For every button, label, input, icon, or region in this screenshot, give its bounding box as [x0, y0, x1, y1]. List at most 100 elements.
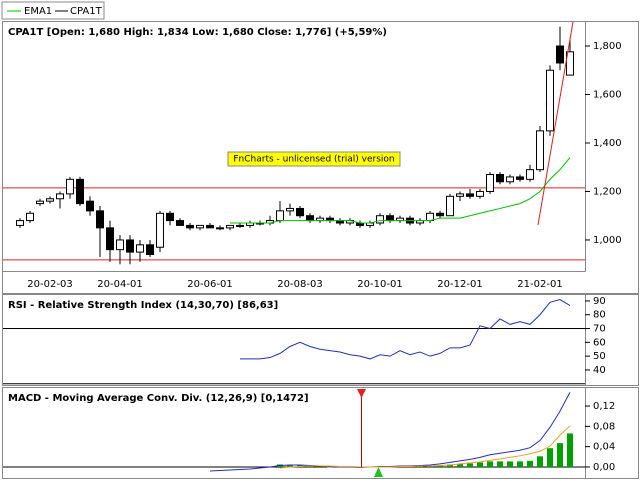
candle-body: [206, 224, 214, 229]
trend-line: [537, 21, 574, 226]
sell-marker: [357, 389, 366, 398]
candle-body: [306, 215, 314, 222]
histogram-bar: [437, 465, 443, 467]
watermark-box: [227, 151, 401, 167]
histogram-bar: [287, 464, 293, 467]
candle-body: [236, 224, 244, 227]
y-tick-label: 0,04: [593, 442, 615, 453]
histogram-bar: [567, 433, 573, 467]
marks: 1,000 1,200 1,400 1,600 1,800 CPA1T [Open: 1,…: [3, 26, 622, 473]
candle-body: [36, 200, 44, 205]
histogram-bar: [327, 466, 333, 468]
histogram-bar: [447, 464, 453, 467]
x-tick-label: 20-12-01: [437, 279, 482, 290]
x-tick-label: 20-04-01: [97, 279, 142, 290]
candle-body: [26, 212, 34, 222]
indicator-line: [279, 425, 571, 469]
indicator-line: [240, 299, 571, 360]
panel-title: MACD - Moving Average Conv. Div. (12,26,…: [8, 393, 309, 404]
panel-title: CPA1T [Open: 1,680 High: 1,834 Low: 1,68…: [8, 27, 387, 38]
x-tick-label: 20-02-03: [27, 279, 72, 290]
panel-frame: [2, 387, 639, 479]
candle-body: [546, 69, 554, 132]
y-tick-label: 60: [593, 337, 606, 348]
candle-body: [526, 169, 534, 180]
histogram-bar: [427, 465, 433, 467]
candle-body: [136, 244, 144, 253]
candle-body: [226, 224, 234, 229]
histogram-bar: [417, 466, 423, 467]
candle-body: [216, 227, 224, 230]
candle-body: [456, 193, 464, 197]
candle-body: [286, 207, 294, 212]
buy-marker: [374, 467, 383, 477]
candle-body: [76, 178, 84, 205]
panel-frame: [2, 21, 639, 294]
y-tick-label: 0,08: [593, 421, 615, 432]
candle-body: [156, 212, 164, 248]
candle-body: [276, 210, 284, 222]
histogram-bar: [477, 462, 483, 467]
candle-body: [506, 176, 514, 183]
histogram-bar: [457, 463, 463, 467]
y-tick-label: 1,000: [593, 235, 622, 246]
candle-body: [446, 195, 454, 217]
panel-title: RSI - Relative Strength Index (14,30,70)…: [8, 300, 278, 311]
histogram-bar: [497, 461, 503, 467]
candle-body: [96, 210, 104, 229]
candle-body: [86, 200, 94, 212]
y-tick-label: 1,400: [593, 138, 622, 149]
x-tick-label: 21-02-01: [517, 279, 562, 290]
candle-body: [106, 227, 114, 251]
histogram-bar: [537, 456, 543, 467]
histogram-bar: [307, 466, 313, 467]
legend-label: EMA1: [24, 6, 52, 17]
x-tick-label: 20-06-01: [187, 279, 232, 290]
y-tick-label: 0,12: [593, 401, 615, 412]
y-tick-label: 0,00: [593, 462, 615, 473]
histogram-bar: [517, 461, 523, 467]
y-tick-label: 70: [593, 324, 606, 335]
candle-body: [436, 212, 444, 217]
candle-body: [146, 244, 154, 256]
candle-body: [566, 51, 574, 76]
candle-body: [196, 224, 204, 229]
watermark: FnCharts - unlicensed (trial) version: [233, 155, 394, 165]
y-tick-label: 1,800: [593, 41, 622, 52]
candle-body: [16, 220, 24, 226]
candle-body: [176, 220, 184, 226]
indicator-line: [209, 391, 571, 472]
y-tick-label: 1,600: [593, 89, 622, 100]
histogram-bar: [557, 443, 563, 467]
histogram-bar: [527, 460, 533, 467]
candle-body: [126, 239, 134, 253]
legend-box: [1, 1, 105, 20]
histogram-bar: [487, 461, 493, 467]
y-tick-label: 40: [593, 365, 606, 376]
y-tick-label: 90: [593, 296, 606, 307]
candle-body: [166, 212, 174, 222]
candle-body: [516, 176, 524, 180]
candle-body: [56, 193, 64, 200]
legend-label: CPA1T: [70, 6, 103, 17]
indicator-line: [230, 157, 571, 224]
panel-frame: [2, 294, 639, 386]
x-tick-label: 20-10-01: [357, 279, 402, 290]
candle-body: [536, 130, 544, 171]
histogram-bar: [467, 463, 473, 467]
candle-body: [466, 193, 474, 197]
candle-body: [496, 174, 504, 183]
y-tick-label: 1,200: [593, 186, 622, 197]
candle-body: [386, 215, 394, 222]
candle-body: [376, 215, 384, 224]
candle-body: [556, 45, 564, 64]
histogram-bar: [507, 461, 513, 467]
y-tick-label: 50: [593, 351, 606, 362]
candle-body: [116, 239, 124, 251]
histogram-bar: [547, 448, 553, 467]
candle-body: [296, 207, 304, 217]
candle-body: [186, 224, 194, 229]
